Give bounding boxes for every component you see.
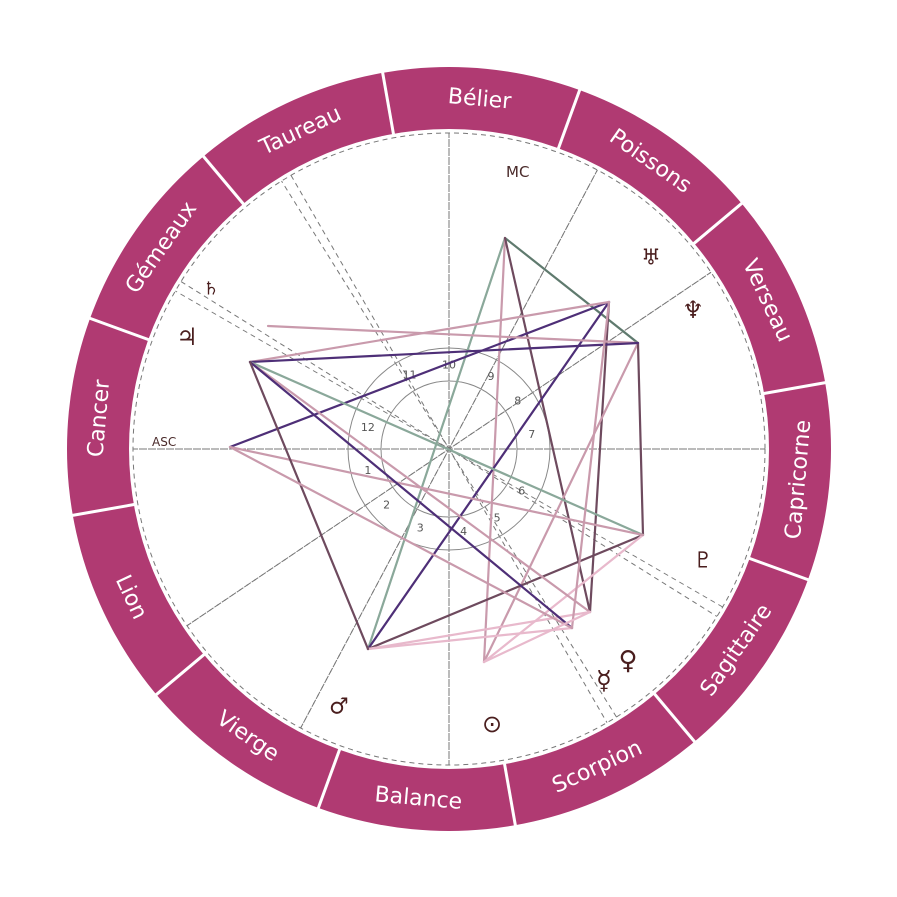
aspect-line (482, 341, 640, 664)
aspect-line (248, 341, 640, 364)
neptune-icon: ♆ (682, 296, 704, 324)
house-number: 3 (417, 521, 424, 534)
sign-separator (71, 502, 136, 517)
aspect-line (248, 360, 592, 614)
house-number: 1 (364, 464, 371, 477)
house-number: 7 (528, 428, 535, 441)
aspect-line (503, 236, 640, 345)
aspect-line (248, 360, 370, 651)
planet-glyphs: ♄ ♃ ♅ ♆ ♇ ♀☿ ⊙ ♂ (176, 246, 713, 739)
sign-separator (381, 71, 396, 136)
aspect-line (503, 236, 592, 614)
house-inner-circle (380, 380, 518, 518)
sign-separator (316, 748, 342, 810)
house-number: 12 (361, 421, 375, 434)
aspect-line (228, 445, 645, 537)
aspect-line (482, 236, 507, 664)
saturn-icon: ♄ (203, 279, 219, 300)
sign-separator (692, 201, 744, 246)
aspect-line (248, 300, 611, 364)
sign-separator (201, 154, 246, 206)
venus-icon: ♀ (618, 646, 637, 676)
house-number: 5 (494, 511, 501, 524)
house-outer-circle (347, 347, 551, 551)
aspect-line (228, 445, 574, 630)
aspect-line (482, 533, 645, 664)
sign-separator (154, 652, 206, 697)
house-number: 9 (488, 370, 495, 383)
axis-labels: ASC MC (152, 163, 529, 449)
aspect-line (636, 341, 645, 537)
house-number: 8 (514, 394, 521, 407)
aspect-line (266, 324, 640, 345)
sign-separator (652, 692, 697, 744)
aspect-line (248, 360, 574, 630)
pluto-icon: ♇ (693, 549, 713, 574)
mercury-icon: ☿ (596, 666, 612, 696)
aspect-line (588, 300, 611, 614)
sign-label: Bélier (447, 84, 513, 115)
mars-icon: ♂ (329, 695, 349, 720)
house-number: 2 (383, 499, 390, 512)
aspect-line (248, 360, 645, 537)
house-number: 6 (518, 485, 525, 498)
sign-separator (762, 381, 827, 396)
sign-separator (502, 762, 517, 827)
house-number: 4 (460, 525, 467, 538)
asc-label: ASC (152, 435, 176, 449)
jupiter-icon: ♃ (176, 323, 198, 351)
aspect-line (228, 300, 611, 449)
aspect-line (482, 610, 592, 664)
aspect-line (570, 300, 611, 630)
aspect-line (366, 626, 574, 651)
sign-separator (556, 88, 582, 150)
sign-separator (748, 556, 810, 582)
uranus-icon: ♅ (641, 246, 661, 271)
aspect-lines (228, 236, 645, 664)
sign-separator (88, 316, 150, 342)
sun-icon: ⊙ (482, 710, 502, 738)
aspect-line (366, 300, 611, 651)
mc-label: MC (506, 163, 529, 181)
